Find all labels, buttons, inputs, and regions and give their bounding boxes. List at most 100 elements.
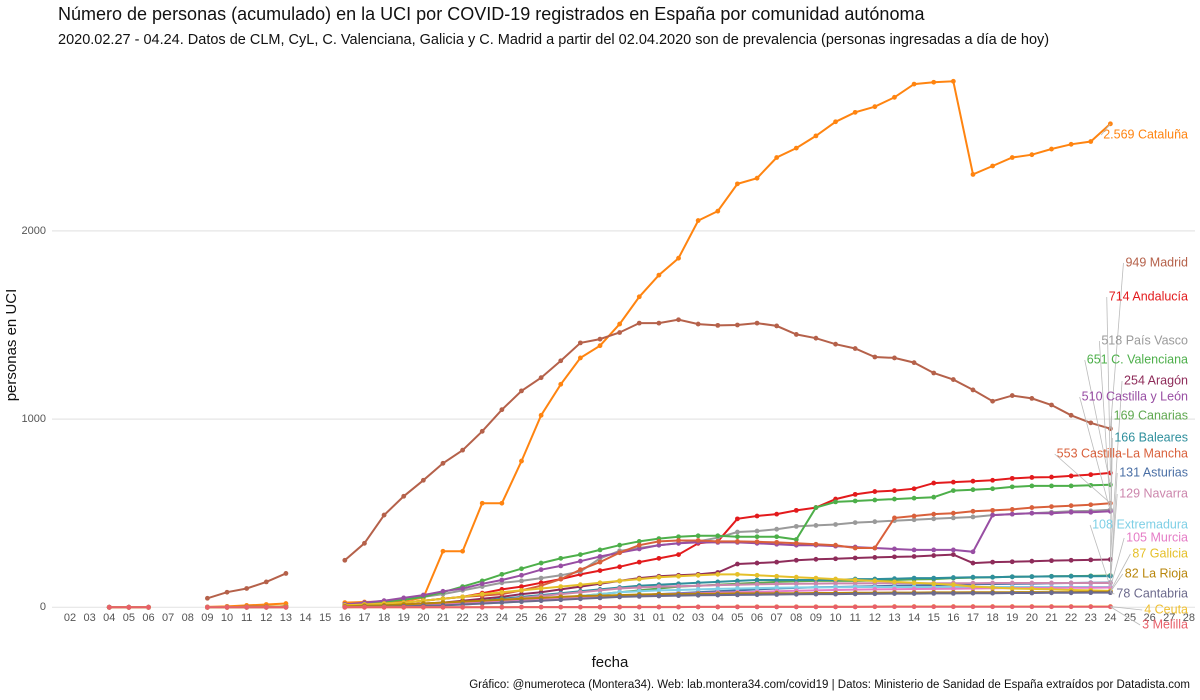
- data-point: [499, 407, 505, 413]
- data-point: [577, 340, 583, 346]
- data-point: [656, 604, 662, 610]
- x-tick-label: 30: [614, 612, 626, 624]
- data-point: [440, 604, 446, 610]
- data-point: [754, 592, 760, 598]
- data-point: [460, 586, 465, 591]
- x-tick-label: 25: [515, 612, 527, 624]
- end-label: 553 Castilla-La Mancha: [1057, 446, 1188, 460]
- data-point: [892, 546, 897, 552]
- data-point: [892, 488, 897, 494]
- data-point: [519, 587, 524, 593]
- data-point: [990, 398, 996, 404]
- data-point: [793, 574, 799, 580]
- data-point: [577, 355, 583, 361]
- data-point: [362, 604, 367, 610]
- x-tick-label: 28: [574, 612, 586, 624]
- data-point: [793, 507, 799, 513]
- data-point: [970, 508, 976, 514]
- data-point: [636, 546, 642, 552]
- data-point: [636, 320, 642, 326]
- data-point: [558, 576, 564, 582]
- x-tick-label: 02: [64, 612, 76, 624]
- data-point: [774, 534, 780, 540]
- data-point: [205, 595, 210, 601]
- data-point: [636, 593, 642, 599]
- data-point: [1029, 395, 1035, 401]
- data-point: [970, 584, 976, 589]
- end-labels: 2.569 Cataluña 949 Madrid 714 Andalucía 518…: [1054, 123, 1188, 631]
- data-point: [1049, 402, 1054, 408]
- end-label: 129 Navarra: [1119, 486, 1188, 500]
- data-point: [931, 590, 937, 596]
- data-point: [990, 486, 996, 492]
- data-point: [617, 542, 623, 548]
- data-point: [1068, 580, 1074, 586]
- data-point: [1088, 502, 1094, 508]
- data-point: [931, 516, 937, 522]
- data-point: [401, 493, 407, 499]
- data-point: [636, 542, 642, 548]
- data-point: [1068, 503, 1074, 509]
- data-point: [774, 323, 780, 329]
- data-point: [283, 571, 289, 576]
- data-point: [1068, 483, 1074, 489]
- data-point: [852, 346, 858, 351]
- x-tick-label: 11: [849, 612, 860, 624]
- data-point: [1029, 574, 1035, 580]
- data-point: [892, 579, 897, 585]
- data-point: [656, 539, 662, 544]
- data-point: [617, 330, 623, 335]
- data-point: [558, 584, 564, 589]
- data-point: [872, 591, 878, 597]
- data-point: [538, 575, 544, 581]
- data-point: [774, 604, 780, 610]
- data-point: [1068, 509, 1074, 515]
- data-point: [833, 556, 838, 562]
- end-label: 82 La Rioja: [1125, 566, 1188, 580]
- data-point: [852, 491, 858, 497]
- data-point: [1009, 590, 1015, 596]
- data-point: [519, 578, 524, 584]
- data-point: [479, 591, 485, 597]
- data-point: [852, 580, 858, 586]
- data-point: [558, 563, 564, 569]
- data-point: [715, 571, 721, 577]
- data-point: [931, 575, 937, 581]
- data-point: [774, 585, 780, 591]
- x-tick-label: 24: [496, 612, 508, 624]
- data-point: [1009, 580, 1015, 586]
- data-point: [1049, 580, 1054, 586]
- data-point: [342, 557, 348, 563]
- x-tick-label: 22: [456, 612, 468, 624]
- data-point: [813, 604, 819, 610]
- data-point: [774, 155, 780, 160]
- data-point: [833, 341, 838, 347]
- data-point: [715, 322, 721, 328]
- data-point: [813, 133, 819, 139]
- data-point: [833, 604, 838, 610]
- data-point: [1029, 475, 1035, 480]
- y-tick-label: 2000: [22, 225, 46, 237]
- data-point: [420, 604, 426, 610]
- data-point: [950, 488, 956, 494]
- data-point: [1029, 505, 1035, 510]
- data-point: [793, 332, 799, 337]
- data-point: [852, 591, 858, 597]
- data-point: [872, 555, 878, 560]
- data-point: [754, 320, 760, 326]
- data-point: [754, 581, 760, 587]
- data-point: [1068, 604, 1074, 610]
- data-point: [852, 109, 858, 115]
- data-point: [695, 321, 701, 327]
- data-point: [263, 579, 269, 585]
- leader-line: [1110, 537, 1125, 588]
- end-label: 78 Cantabria: [1116, 586, 1188, 600]
- data-point: [597, 580, 603, 586]
- x-tick-label: 25: [1124, 612, 1136, 624]
- end-label: 651 C. Valenciana: [1087, 352, 1188, 366]
- y-tick-label: 0: [40, 601, 46, 613]
- data-point: [499, 600, 505, 605]
- data-point: [1088, 509, 1094, 515]
- data-point: [852, 498, 858, 504]
- data-point: [676, 573, 681, 579]
